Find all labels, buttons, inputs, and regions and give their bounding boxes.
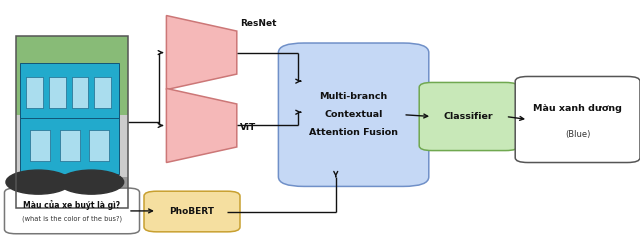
FancyBboxPatch shape	[26, 77, 43, 108]
Text: Attention Fusion: Attention Fusion	[309, 128, 398, 137]
FancyBboxPatch shape	[515, 76, 640, 163]
FancyBboxPatch shape	[20, 115, 119, 174]
FancyBboxPatch shape	[16, 170, 128, 208]
Polygon shape	[166, 88, 237, 163]
FancyBboxPatch shape	[72, 77, 88, 108]
Text: ViT: ViT	[240, 123, 256, 132]
Text: (what is the color of the bus?): (what is the color of the bus?)	[22, 216, 122, 222]
Circle shape	[59, 170, 124, 194]
FancyBboxPatch shape	[20, 63, 119, 119]
FancyBboxPatch shape	[419, 82, 518, 151]
FancyBboxPatch shape	[60, 130, 79, 162]
FancyBboxPatch shape	[30, 130, 50, 162]
Text: Contextual: Contextual	[324, 110, 383, 119]
Text: Multi-branch: Multi-branch	[319, 92, 388, 101]
FancyBboxPatch shape	[16, 36, 128, 119]
Text: ResNet: ResNet	[240, 19, 276, 28]
Text: PhoBERT: PhoBERT	[170, 207, 214, 216]
FancyBboxPatch shape	[278, 43, 429, 186]
Text: (Blue): (Blue)	[565, 130, 590, 139]
Polygon shape	[166, 16, 237, 90]
FancyBboxPatch shape	[144, 191, 240, 232]
Circle shape	[6, 170, 70, 194]
Text: Màu xanh dương: Màu xanh dương	[533, 104, 622, 113]
Text: Màu của xe buýt là gì?: Màu của xe buýt là gì?	[24, 200, 120, 210]
Text: Classifier: Classifier	[444, 112, 493, 121]
FancyBboxPatch shape	[16, 115, 128, 177]
FancyBboxPatch shape	[4, 188, 140, 234]
FancyBboxPatch shape	[95, 77, 111, 108]
FancyBboxPatch shape	[49, 77, 66, 108]
FancyBboxPatch shape	[90, 130, 109, 162]
